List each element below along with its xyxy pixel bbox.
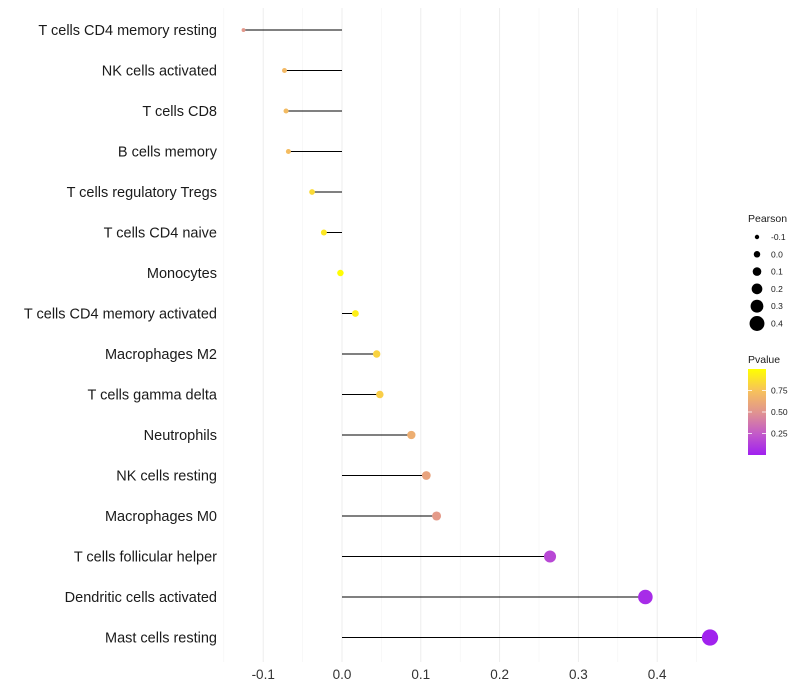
pvalue-colorbar (748, 369, 766, 455)
size-legend-label: 0.0 (771, 249, 783, 259)
category-label: T cells CD4 memory resting (38, 23, 217, 39)
point-nk-cells-activated (281, 68, 287, 73)
size-legend-label: 0.1 (771, 267, 783, 277)
category-label: Macrophages M2 (105, 347, 217, 363)
point-macrophages-m0 (432, 511, 442, 521)
size-legend-label: 0.2 (771, 284, 783, 294)
color-legend: Pvalue 0.75 0.50 0.25 (748, 354, 788, 455)
category-label: Monocytes (147, 266, 217, 282)
point-mast-cells-resting (701, 629, 719, 646)
colorbar-label: 0.75 (771, 386, 788, 396)
point-t-cells-cd4-naive (320, 229, 327, 236)
x-tick-label: -0.1 (252, 667, 275, 682)
size-legend-dot (751, 283, 763, 295)
x-axis-ticks: -0.1 0.0 0.1 0.2 0.3 0.4 (252, 667, 668, 682)
point-neutrophils (407, 430, 416, 440)
point-t-cells-cd4-memory-activated (351, 310, 359, 317)
point-macrophages-m2 (372, 350, 381, 358)
point-t-cells-regulatory-tregs (309, 189, 315, 195)
point-nk-cells-resting (421, 471, 431, 480)
x-tick-label: 0.3 (569, 667, 588, 682)
point-t-cells-cd4-memory-resting (241, 28, 246, 32)
x-tick-label: 0.4 (648, 667, 667, 682)
point-t-cells-gamma-delta (376, 390, 384, 399)
color-legend-title: Pvalue (748, 354, 780, 366)
size-legend-dot (753, 251, 761, 258)
x-tick-label: 0.1 (411, 667, 430, 682)
grid-layer (223, 8, 697, 662)
category-label: Macrophages M0 (105, 509, 217, 525)
category-label: Mast cells resting (105, 631, 217, 647)
point-layer (241, 28, 719, 646)
colorbar-label: 0.50 (771, 407, 788, 417)
category-label: T cells CD4 memory activated (24, 307, 217, 323)
size-legend-dot (750, 299, 764, 313)
size-legend-dot (754, 234, 760, 240)
size-legend-label: -0.1 (771, 232, 786, 242)
category-label: T cells gamma delta (88, 388, 218, 404)
point-monocytes (337, 269, 344, 277)
category-label: T cells regulatory Tregs (67, 185, 217, 201)
size-legend-dot (752, 267, 762, 276)
category-label: T cells follicular helper (74, 550, 217, 566)
colorbar-label: 0.25 (771, 429, 788, 439)
point-t-cells-cd8 (283, 108, 289, 114)
category-label: NK cells activated (102, 64, 217, 80)
category-label: T cells CD8 (142, 104, 217, 120)
category-label: NK cells resting (116, 469, 217, 485)
size-legend-label: 0.4 (771, 319, 783, 329)
point-b-cells-memory (285, 148, 291, 155)
category-label: Dendritic cells activated (65, 590, 217, 606)
size-legend-dot (749, 316, 765, 331)
category-label: B cells memory (118, 145, 218, 161)
segment-layer (243, 29, 710, 638)
size-legend-title: Pearson (748, 213, 787, 225)
x-tick-label: 0.0 (333, 667, 352, 682)
category-label: T cells CD4 naive (104, 226, 217, 242)
category-labels: T cells CD4 memory resting NK cells activ… (24, 23, 218, 647)
size-legend: Pearson -0.1 0.0 0.1 0.2 0.3 0.4 (748, 213, 787, 331)
x-tick-label: 0.2 (490, 667, 509, 682)
category-label: Neutrophils (144, 428, 217, 444)
point-t-cells-follicular-helper (544, 550, 557, 563)
point-dendritic-cells-activated (638, 589, 653, 605)
size-legend-label: 0.3 (771, 301, 783, 311)
